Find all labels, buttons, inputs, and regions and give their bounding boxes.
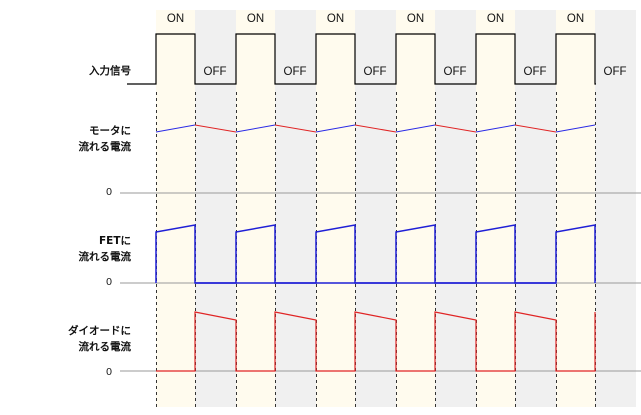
motor-current-rise [395, 124, 436, 133]
fet-zero-label: 0 [106, 276, 112, 288]
motor-current-rise [235, 124, 276, 133]
motor-current-fall [434, 124, 477, 133]
off-band [195, 10, 236, 407]
on-state-label: ON [327, 13, 344, 25]
off-state-label: OFF [444, 66, 467, 78]
input-signal-wave [127, 33, 596, 85]
phase-bands [156, 10, 636, 407]
on-band [156, 10, 195, 407]
off-band [595, 10, 636, 407]
off-band [515, 10, 556, 407]
off-state-label: OFF [364, 66, 387, 78]
fet-current-label-line1: FETに [99, 235, 131, 247]
off-band [275, 10, 316, 407]
motor-current-fall [354, 124, 397, 133]
motor-current-label-line2: 流れる電流 [79, 140, 132, 153]
on-state-label: ON [407, 13, 424, 25]
off-state-label: OFF [204, 66, 227, 78]
motor-current-rise [475, 124, 516, 133]
off-state-label: OFF [524, 66, 547, 78]
on-band [556, 10, 595, 407]
motor-current-rise [555, 124, 596, 133]
diode-current-label-line2: 流れる電流 [79, 340, 132, 353]
off-band [355, 10, 396, 407]
diode-zero-label: 0 [106, 366, 112, 378]
on-band [236, 10, 275, 407]
off-state-label: OFF [284, 66, 307, 78]
fet-current-label-line2: 流れる電流 [79, 250, 132, 263]
motor-current-label-line1: モータに [89, 125, 131, 137]
off-state-label: OFF [604, 66, 627, 78]
on-band [316, 10, 355, 407]
waveforms [127, 33, 596, 372]
state-labels: ON OFF ON OFF ON OFF ON OFF ON OFF ON OFF [167, 13, 627, 78]
on-state-label: ON [167, 13, 184, 25]
on-state-label: ON [487, 13, 504, 25]
input-signal-label: 入力信号 [89, 64, 131, 77]
motor-zero-label: 0 [106, 186, 112, 198]
on-band [396, 10, 435, 407]
diode-current-wave [156, 311, 596, 372]
on-state-label: ON [247, 13, 264, 25]
motor-current-fall [514, 124, 557, 133]
on-band [476, 10, 515, 407]
off-band [435, 10, 476, 407]
motor-current-rise [155, 124, 196, 133]
motor-current-fall [194, 124, 237, 133]
motor-current-fall [274, 124, 317, 133]
diode-current-label-line1: ダイオードに [68, 324, 131, 337]
on-state-label: ON [567, 13, 584, 25]
motor-current-rise [315, 124, 356, 133]
